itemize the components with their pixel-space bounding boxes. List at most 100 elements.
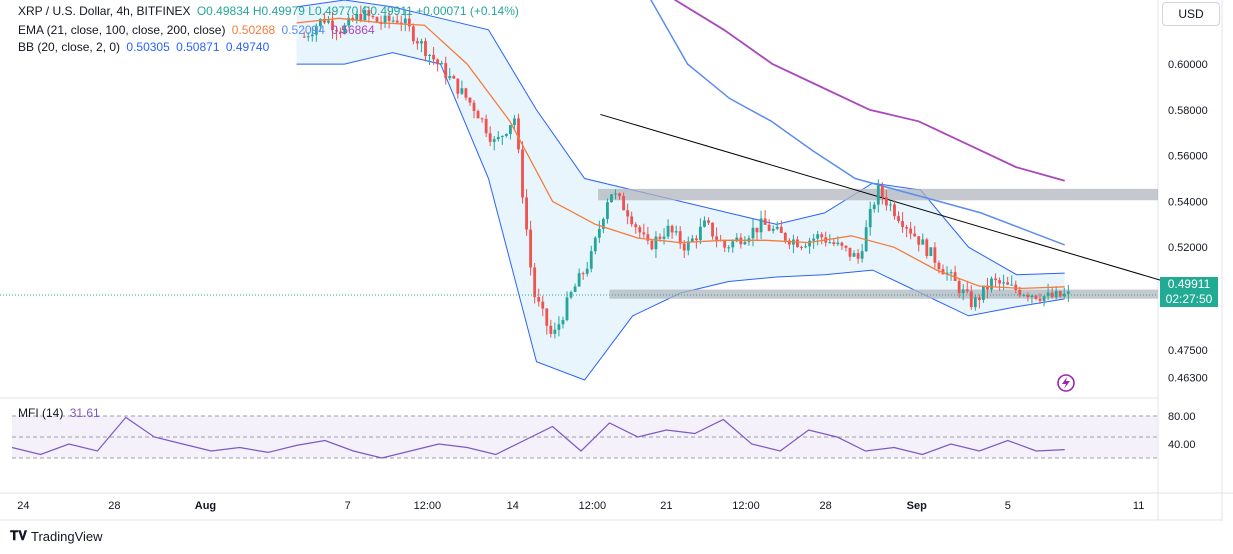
candle-body xyxy=(432,54,435,60)
candle-body xyxy=(347,17,351,26)
candle-body xyxy=(925,239,929,256)
candle-body xyxy=(339,31,343,33)
candle-body xyxy=(1026,295,1030,298)
candle-body xyxy=(731,241,735,248)
candle-body xyxy=(557,324,561,330)
ema21-value: 0.50268 xyxy=(231,23,276,37)
candle-body xyxy=(375,17,379,22)
mfi-pane[interactable]: 80.00 40.00 xyxy=(11,411,1196,459)
candle-body xyxy=(464,88,468,98)
candle-body xyxy=(868,209,872,228)
candle-body xyxy=(622,196,626,211)
time-axis[interactable]: 24 28 Aug 7 12:00 14 12:00 21 12:00 28 Sep 5 11 xyxy=(17,500,1144,512)
ema-label[interactable]: EMA (21, close, 100, close, 200, close) xyxy=(18,23,226,37)
countdown-tag: 02:27:50 xyxy=(1160,292,1218,307)
candle-body xyxy=(577,273,581,287)
price-tick-label: 0.47500 xyxy=(1168,345,1208,357)
candle-body xyxy=(1034,295,1038,299)
candle-body xyxy=(1046,292,1050,297)
candle-body xyxy=(965,289,969,292)
zone-rect xyxy=(609,289,1158,299)
candle-body xyxy=(415,41,419,44)
candle-body xyxy=(363,10,367,21)
candle-body xyxy=(994,278,997,281)
candle-body xyxy=(496,136,500,140)
candle-body xyxy=(504,133,508,136)
candle-body xyxy=(982,285,985,301)
symbol-label[interactable]: XRP / U.S. Dollar, 4h, BITFINEX xyxy=(18,4,191,18)
candle-body xyxy=(973,297,977,308)
candle-body xyxy=(779,226,783,233)
candle-body xyxy=(969,291,973,308)
price-tick-label: 0.46300 xyxy=(1168,373,1208,385)
candle-body xyxy=(630,216,634,225)
candle-body xyxy=(355,13,359,21)
candle-body xyxy=(876,185,880,205)
candle-body xyxy=(318,18,322,27)
candle-body xyxy=(909,228,913,234)
candle-body xyxy=(589,251,593,269)
ema100-value: 0.52094 xyxy=(281,23,325,37)
candle-body xyxy=(310,34,314,37)
candle-body xyxy=(452,76,456,79)
candle-body xyxy=(456,78,460,94)
candle-body xyxy=(626,210,630,217)
candle-body xyxy=(723,241,727,248)
candle-body xyxy=(957,280,961,294)
candle-body xyxy=(678,231,682,244)
price-pane[interactable] xyxy=(0,0,1173,381)
candle-body xyxy=(391,20,395,22)
candle-body xyxy=(844,245,848,248)
candle-body xyxy=(694,238,698,241)
candle-body xyxy=(1054,291,1058,298)
candle-body xyxy=(343,25,347,33)
candle-body xyxy=(715,236,719,240)
footer-brand: TradingView xyxy=(31,528,103,544)
candle-body xyxy=(1042,296,1046,301)
ema21-line xyxy=(296,17,1065,290)
candle-body xyxy=(476,111,480,119)
candle-body xyxy=(1002,282,1006,284)
candle-body xyxy=(889,204,892,206)
candle-body xyxy=(331,20,334,31)
candle-body xyxy=(787,240,791,245)
time-tick-label: 7 xyxy=(345,500,351,512)
candle-body xyxy=(448,76,452,79)
price-axis[interactable]: 0.600000.580000.560000.540000.520000.505… xyxy=(1168,59,1208,385)
legend-mfi-row: MFI (14) 31.61 xyxy=(18,406,103,420)
candle-body xyxy=(674,231,678,233)
candle-body xyxy=(569,292,573,298)
candle-body xyxy=(929,247,933,256)
candle-body xyxy=(638,227,642,233)
candle-body xyxy=(597,228,601,238)
candle-body xyxy=(314,26,318,35)
candle-body xyxy=(949,272,953,274)
bb-label[interactable]: BB (20, close, 2, 0) xyxy=(18,40,121,54)
time-tick-label: 5 xyxy=(1005,500,1011,512)
time-tick-label: 14 xyxy=(507,500,519,512)
candle-body xyxy=(529,229,533,268)
candle-body xyxy=(856,253,860,259)
lightning-icon[interactable] xyxy=(1057,374,1075,392)
tradingview-logo[interactable]: 𝐓𝐕 TradingView xyxy=(10,528,103,544)
bb-fill xyxy=(296,0,1065,380)
time-tick-label: Sep xyxy=(907,500,927,512)
candle-body xyxy=(335,30,338,32)
legend-ema-row: EMA (21, close, 100, close, 200, close) … xyxy=(18,23,378,37)
candle-body xyxy=(783,232,787,241)
candle-body xyxy=(771,228,775,231)
candle-body xyxy=(436,59,440,65)
candle-body xyxy=(884,197,888,206)
candle-body xyxy=(897,216,900,222)
mfi-label[interactable]: MFI (14) xyxy=(18,406,64,420)
bb-basis-value: 0.50305 xyxy=(126,40,170,54)
ema100-line xyxy=(650,0,1065,246)
currency-button[interactable]: USD xyxy=(1162,2,1220,26)
candle-body xyxy=(921,239,925,245)
time-tick-label: 11 xyxy=(1133,500,1144,512)
chart-canvas[interactable]: 80.00 40.00 0.60000 0.58000 0.56000 0.54000 0… xyxy=(0,0,1233,521)
candle-body xyxy=(658,236,662,239)
bb-upper-value: 0.50871 xyxy=(176,40,220,54)
tv-logo-icon: 𝐓𝐕 xyxy=(10,528,27,543)
candle-body xyxy=(371,15,375,18)
